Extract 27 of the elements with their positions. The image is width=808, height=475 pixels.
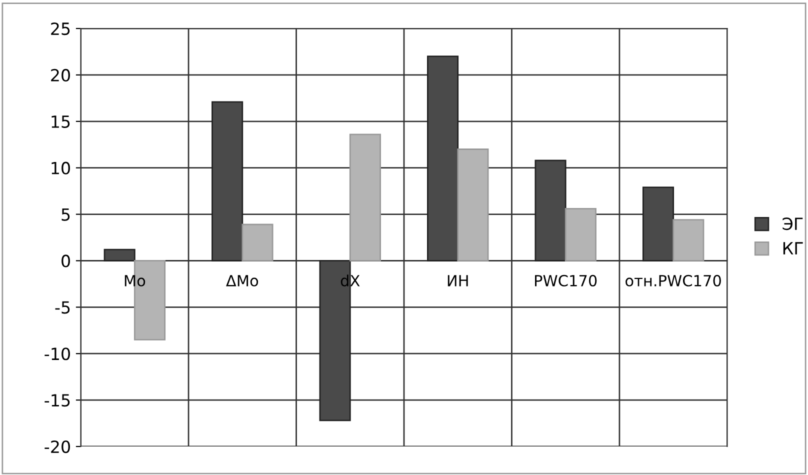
y-tick-label: -5: [55, 301, 70, 314]
bar: [212, 101, 244, 262]
y-tick-label: 0: [62, 254, 70, 268]
x-tick-label: PWC170: [535, 274, 597, 286]
y-tick-label: 15: [52, 116, 70, 128]
y-tick-label: 10: [52, 162, 70, 174]
bar: [457, 148, 489, 262]
legend-label: КГ: [783, 242, 803, 254]
bar: [427, 56, 459, 262]
y-tick-label: -15: [44, 394, 70, 407]
legend-label: ЭГ: [782, 217, 803, 230]
y-tick-label: -10: [44, 348, 70, 360]
y-tick-label: -20: [44, 440, 70, 454]
x-tick-label: ΔMo: [226, 275, 258, 286]
bar: [642, 186, 674, 262]
bar: [672, 219, 704, 262]
bar: [564, 208, 596, 262]
x-tick-label: ИН: [448, 275, 468, 286]
bar: [349, 134, 381, 262]
bar: [104, 248, 136, 262]
y-tick-label: 25: [51, 22, 70, 36]
bar: [242, 224, 274, 262]
y-tick-label: 5: [62, 208, 70, 221]
y-tick-label: 20: [51, 68, 70, 82]
x-tick-label: Mo: [124, 275, 146, 286]
bar: [534, 160, 566, 262]
x-tick-label: отн.PWC170: [626, 274, 721, 286]
